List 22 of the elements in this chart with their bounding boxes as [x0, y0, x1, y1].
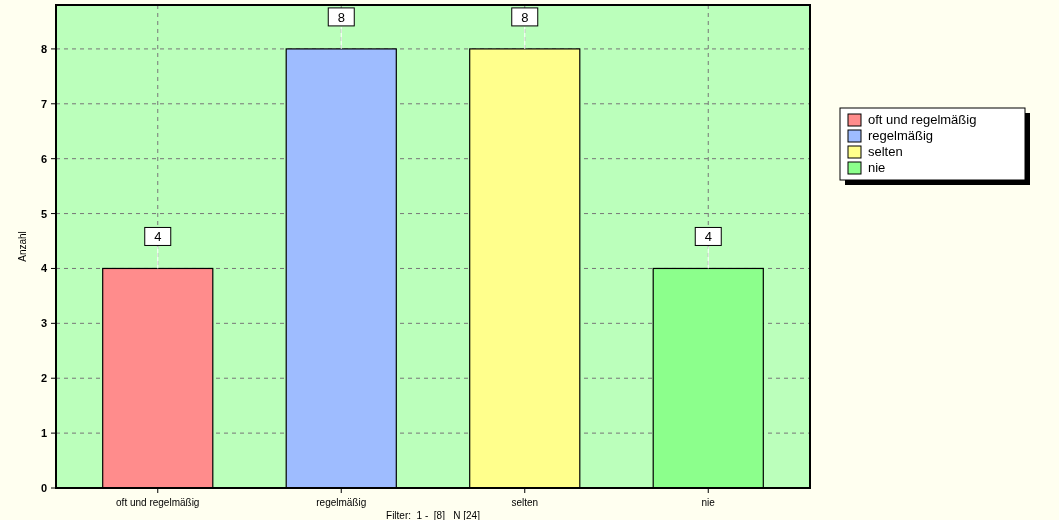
y-tick-label: 2 [40, 372, 47, 385]
y-tick-label: 4 [40, 262, 48, 275]
data-label: 8 [521, 9, 529, 25]
data-label: 4 [154, 229, 162, 245]
y-tick-label: 0 [40, 482, 47, 494]
legend-label: selten [868, 144, 903, 159]
y-tick-label: 3 [40, 317, 47, 330]
x-tick-label: regelmäßig [316, 497, 367, 508]
y-tick-label: 6 [40, 152, 47, 165]
legend-label: oft und regelmäßig [868, 112, 977, 127]
y-tick-label: 5 [40, 207, 47, 220]
y-tick-label: 8 [40, 42, 47, 55]
x-tick-label: nie [701, 497, 716, 508]
y-tick-label: 7 [40, 97, 47, 110]
legend-label: regelmäßig [868, 128, 934, 143]
y-axis-title: Anzahl [17, 231, 28, 262]
data-label: 4 [704, 229, 712, 245]
data-label: 8 [337, 9, 345, 25]
x-tick-label: selten [511, 497, 539, 508]
legend-label: nie [868, 160, 886, 175]
y-tick-label: 1 [40, 427, 47, 440]
x-tick-label: oft und regelmäßig [116, 497, 200, 508]
